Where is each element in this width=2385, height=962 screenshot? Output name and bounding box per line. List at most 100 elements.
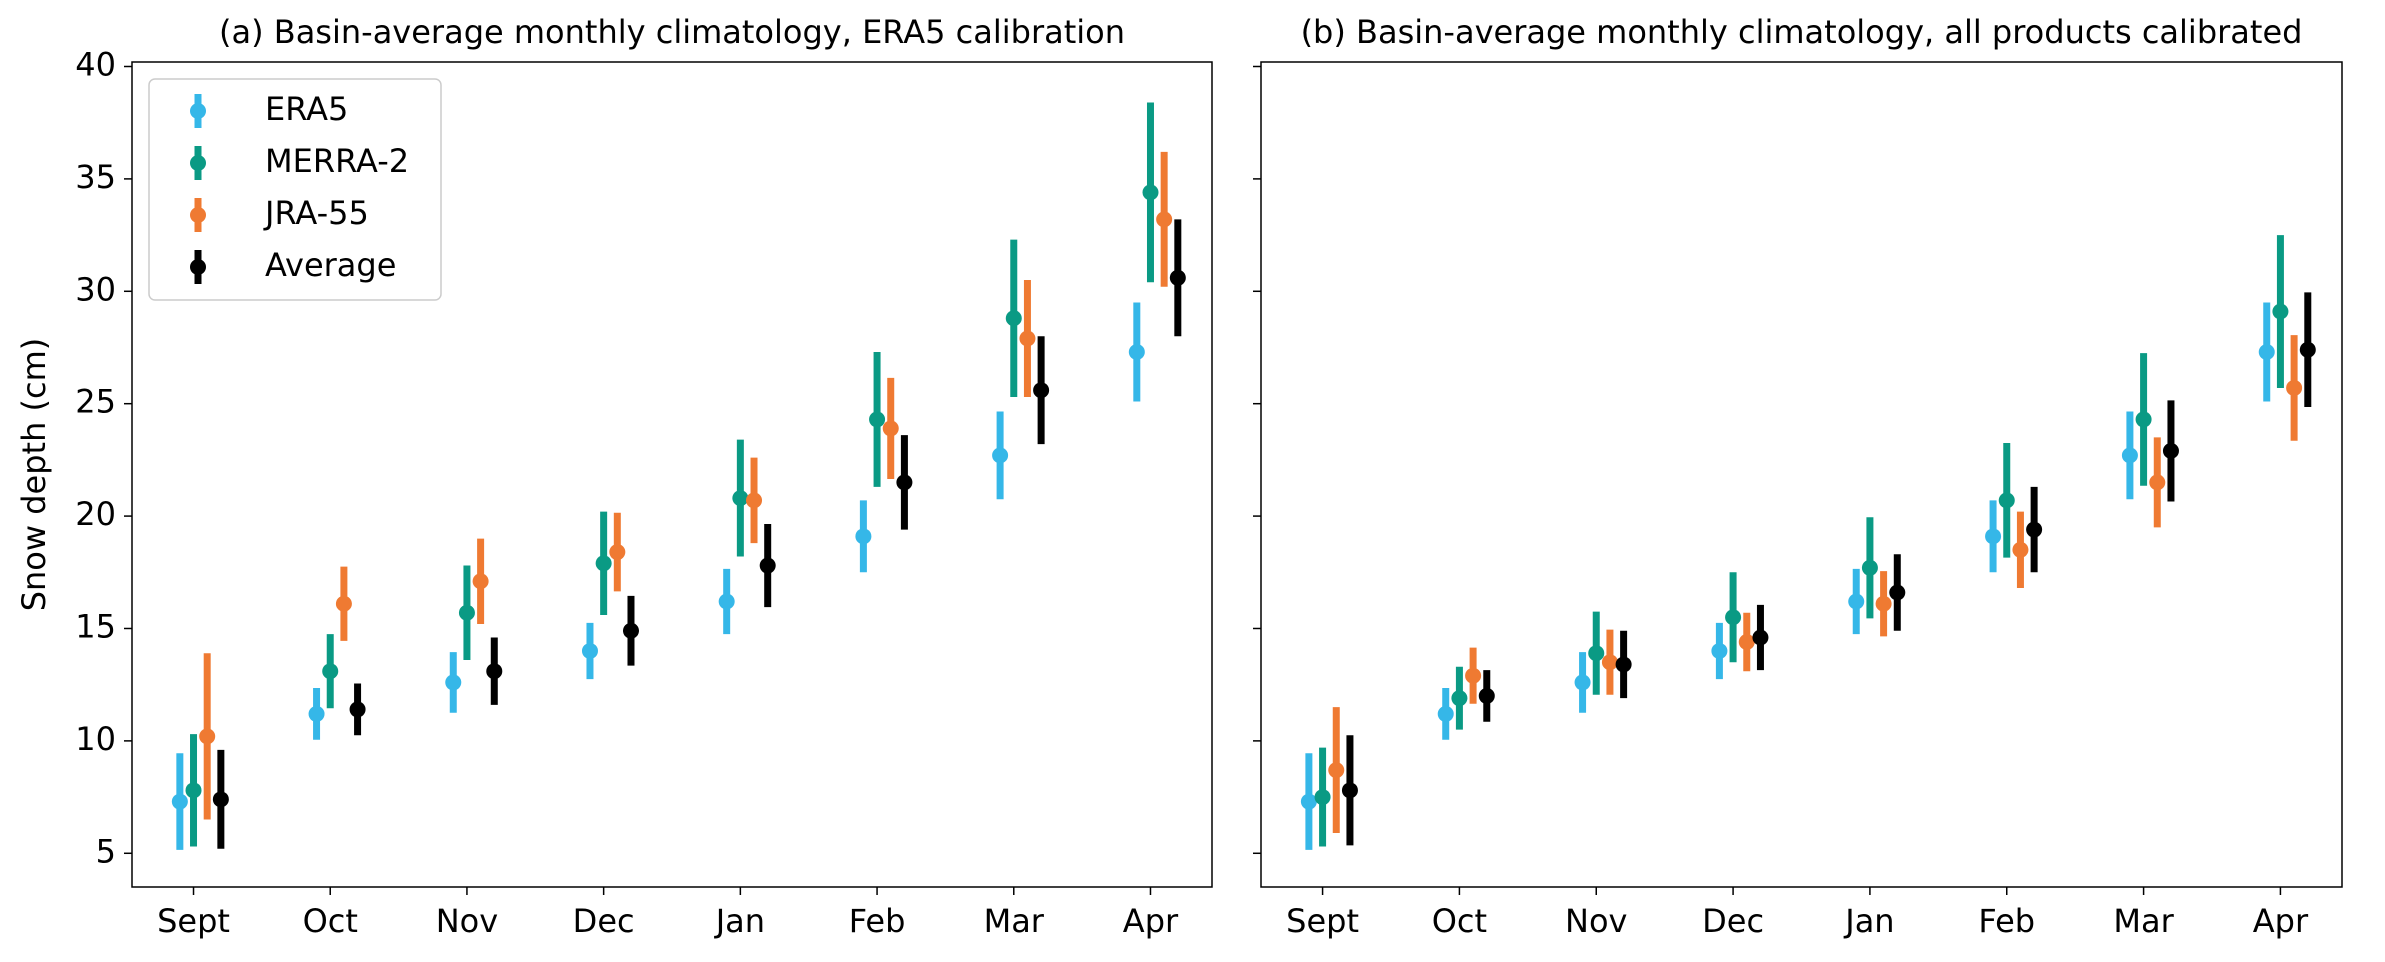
point bbox=[2026, 521, 2043, 538]
point bbox=[869, 411, 886, 428]
x-tick-label: Sept bbox=[1286, 902, 1359, 940]
legend-label: Average bbox=[265, 246, 396, 284]
point bbox=[1169, 269, 1186, 286]
point bbox=[1588, 645, 1605, 662]
point bbox=[2012, 541, 2029, 558]
point bbox=[1998, 492, 2015, 509]
plot-area bbox=[1260, 61, 2343, 888]
point bbox=[1848, 593, 1865, 610]
legend-label: MERRA-2 bbox=[265, 142, 409, 180]
x-tick-label: Jan bbox=[714, 902, 765, 940]
point bbox=[1451, 690, 1468, 707]
point bbox=[185, 782, 202, 799]
panel-title: (a) Basin-average monthly climatology, E… bbox=[219, 13, 1125, 51]
point bbox=[1861, 559, 1878, 576]
point bbox=[855, 528, 872, 545]
point bbox=[2121, 447, 2138, 464]
point bbox=[1889, 584, 1906, 601]
point bbox=[1574, 674, 1591, 691]
point bbox=[1328, 762, 1345, 779]
point bbox=[308, 705, 325, 722]
x-tick-label: Apr bbox=[2253, 902, 2309, 940]
point bbox=[1985, 528, 2002, 545]
point bbox=[882, 420, 899, 437]
point bbox=[1711, 642, 1728, 659]
x-tick-label: Dec bbox=[573, 902, 635, 940]
point bbox=[2299, 341, 2316, 358]
point bbox=[1128, 343, 1145, 360]
point bbox=[622, 622, 639, 639]
point bbox=[1005, 310, 1022, 327]
x-tick-label: Mar bbox=[2113, 902, 2174, 940]
point bbox=[1341, 782, 1358, 799]
point bbox=[212, 791, 229, 808]
y-tick-label: 35 bbox=[75, 158, 116, 196]
y-tick-label: 25 bbox=[75, 383, 116, 421]
point bbox=[746, 492, 763, 509]
point bbox=[1725, 609, 1742, 626]
x-tick-label: Apr bbox=[1123, 902, 1179, 940]
y-tick-label: 15 bbox=[75, 607, 116, 645]
y-tick-label: 40 bbox=[75, 45, 116, 83]
point bbox=[2272, 303, 2289, 320]
point bbox=[896, 474, 913, 491]
y-tick-label: 30 bbox=[75, 270, 116, 308]
y-tick-label: 10 bbox=[75, 720, 116, 758]
point bbox=[1738, 633, 1755, 650]
point bbox=[1300, 793, 1317, 810]
point bbox=[2149, 474, 2166, 491]
x-tick-label: Feb bbox=[849, 902, 906, 940]
point bbox=[1615, 656, 1632, 673]
x-tick-label: Nov bbox=[1565, 902, 1627, 940]
x-tick-label: Oct bbox=[1432, 902, 1487, 940]
point bbox=[486, 663, 503, 680]
point bbox=[1437, 705, 1454, 722]
point bbox=[2286, 379, 2303, 396]
point bbox=[349, 701, 366, 718]
point bbox=[1033, 382, 1050, 399]
legend-marker bbox=[190, 259, 206, 275]
point bbox=[1142, 184, 1159, 201]
point bbox=[199, 728, 216, 745]
point bbox=[1752, 629, 1769, 646]
point bbox=[1465, 667, 1482, 684]
legend-label: ERA5 bbox=[265, 90, 348, 128]
panel-title: (b) Basin-average monthly climatology, a… bbox=[1301, 13, 2303, 51]
point bbox=[2258, 343, 2275, 360]
x-tick-label: Nov bbox=[436, 902, 498, 940]
point bbox=[595, 555, 612, 572]
point bbox=[992, 447, 1009, 464]
point bbox=[445, 674, 462, 691]
point bbox=[335, 595, 352, 612]
legend-marker bbox=[190, 207, 206, 223]
legend-label: JRA-55 bbox=[263, 194, 369, 232]
x-tick-label: Feb bbox=[1978, 902, 2035, 940]
point bbox=[1314, 789, 1331, 806]
point bbox=[1156, 211, 1173, 228]
point bbox=[2135, 411, 2152, 428]
point bbox=[322, 663, 339, 680]
legend-marker bbox=[190, 103, 206, 119]
point bbox=[1875, 595, 1892, 612]
point bbox=[759, 557, 776, 574]
point bbox=[1478, 687, 1495, 704]
legend-box bbox=[148, 78, 442, 301]
point bbox=[171, 793, 188, 810]
point bbox=[581, 642, 598, 659]
x-tick-label: Jan bbox=[1843, 902, 1894, 940]
y-tick-label: 5 bbox=[96, 832, 116, 870]
point bbox=[1601, 654, 1618, 671]
x-tick-label: Sept bbox=[157, 902, 230, 940]
point bbox=[458, 604, 475, 621]
point bbox=[2162, 442, 2179, 459]
x-tick-label: Oct bbox=[303, 902, 358, 940]
x-tick-label: Dec bbox=[1702, 902, 1764, 940]
point bbox=[1019, 330, 1036, 347]
y-axis-label: Snow depth (cm) bbox=[15, 338, 53, 612]
y-tick-label: 20 bbox=[75, 495, 116, 533]
point bbox=[472, 573, 489, 590]
point bbox=[718, 593, 735, 610]
point bbox=[609, 544, 626, 561]
